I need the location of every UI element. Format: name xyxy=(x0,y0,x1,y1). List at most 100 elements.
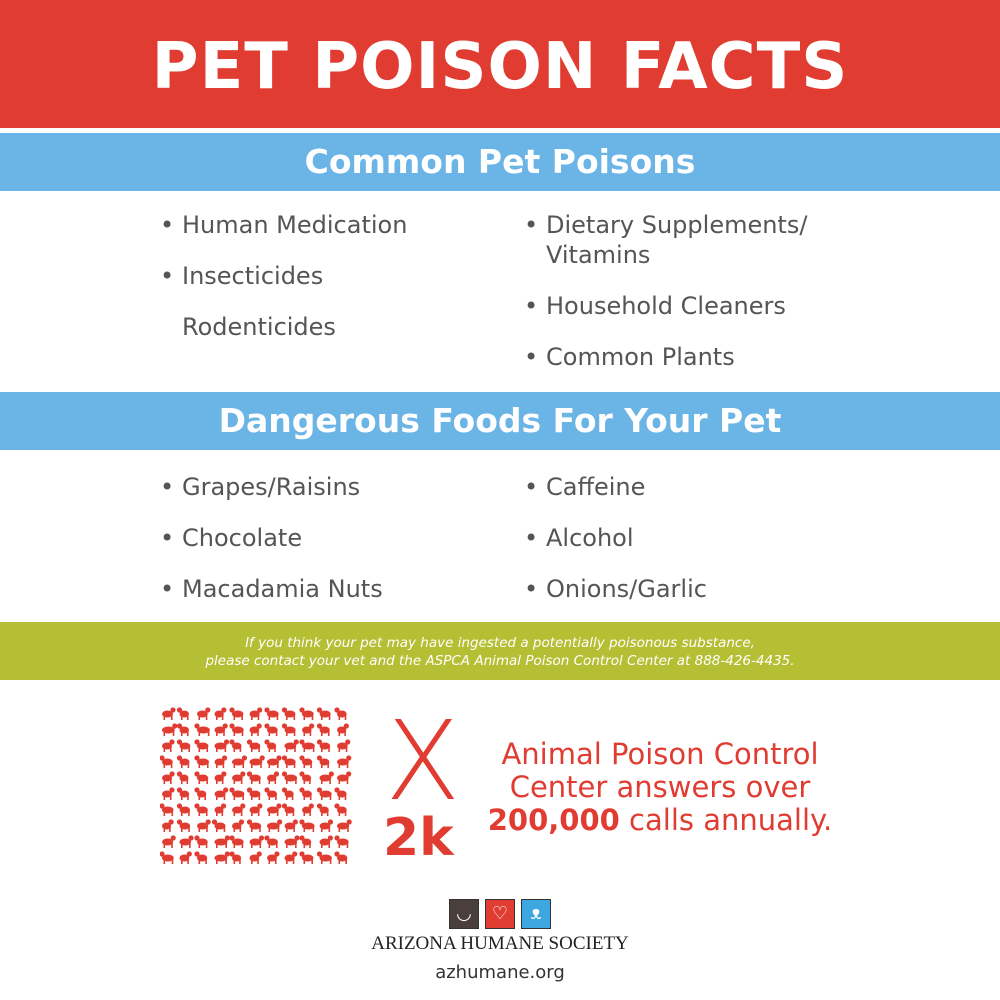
list-item: Chocolate xyxy=(160,523,490,553)
animal-silhouette-icon xyxy=(302,803,314,816)
animal-silhouette-icon xyxy=(160,803,174,816)
list-item: Caffeine xyxy=(524,472,844,502)
animal-silhouette-icon xyxy=(197,819,211,832)
animal-silhouette-icon xyxy=(194,835,208,848)
animal-silhouette-icon xyxy=(249,851,262,864)
humane-society-logo: ◡ ♡ ᴥ xyxy=(449,899,551,929)
animal-silhouette-icon xyxy=(179,835,194,848)
common-right-list: Dietary Supplements/ Vitamins Household … xyxy=(524,210,844,393)
animal-silhouette-icon xyxy=(194,723,210,736)
animal-silhouette-icon xyxy=(267,851,280,864)
animal-silhouette-icon xyxy=(176,787,190,800)
animal-silhouette-icon xyxy=(162,723,178,736)
animal-silhouette-icon xyxy=(249,835,265,848)
animal-silhouette-icon xyxy=(267,755,282,768)
animal-silhouette-icon xyxy=(337,819,352,832)
animal-silhouette-icon xyxy=(229,739,242,752)
animal-silhouette-icon xyxy=(214,707,227,720)
cat-icon: ᴥ xyxy=(521,899,551,929)
animal-silhouette-icon xyxy=(281,803,295,816)
animal-silhouette-icon xyxy=(176,707,189,720)
animal-silhouette-icon xyxy=(194,851,208,864)
animal-silhouette-icon xyxy=(299,755,313,768)
notice-line-2: please contact your vet and the ASPCA An… xyxy=(205,653,795,669)
animal-silhouette-icon xyxy=(176,803,191,816)
animal-silhouette-icon xyxy=(232,771,246,784)
animal-silhouette-icon xyxy=(214,739,230,752)
animal-silhouette-icon xyxy=(176,771,189,784)
animal-silhouette-icon xyxy=(319,819,334,832)
animal-silhouette-icon xyxy=(299,851,314,864)
animal-silhouette-icon xyxy=(162,819,174,832)
animal-silhouette-icon xyxy=(246,739,261,752)
stat-number: 200,000 xyxy=(487,803,620,837)
animal-silhouette-icon xyxy=(281,787,294,800)
list-item: Macadamia Nuts xyxy=(160,574,490,604)
call-statistic: Animal Poison Control Center answers ove… xyxy=(480,738,840,837)
animal-silhouette-icon xyxy=(299,707,314,720)
common-poisons-heading: Common Pet Poisons xyxy=(0,133,1000,191)
animal-silhouette-icon xyxy=(284,819,298,832)
animal-silhouette-icon xyxy=(162,707,176,720)
animal-silhouette-icon xyxy=(160,755,173,768)
animal-silhouette-icon xyxy=(229,723,244,736)
animal-silhouette-icon xyxy=(232,819,245,832)
list-item: Grapes/Raisins xyxy=(160,472,490,502)
animal-silhouette-icon xyxy=(214,787,229,800)
animal-silhouette-icon xyxy=(249,707,263,720)
animal-silhouette-icon xyxy=(334,835,349,848)
animal-silhouette-icon xyxy=(284,835,300,848)
animal-silhouette-icon xyxy=(214,771,227,784)
animal-silhouette-icon xyxy=(284,851,298,864)
animal-silhouette-icon xyxy=(316,723,330,736)
animal-silhouette-icon xyxy=(179,851,192,864)
animal-silhouette-icon xyxy=(337,771,352,784)
animal-silhouette-icon xyxy=(316,739,331,752)
animal-silhouette-icon xyxy=(319,835,333,848)
animal-silhouette-icon xyxy=(284,739,299,752)
animal-silhouette-icon xyxy=(319,771,334,784)
animal-silhouette-icon xyxy=(267,803,282,816)
animal-silhouette-icon xyxy=(162,739,175,752)
animal-silhouette-icon xyxy=(267,819,283,832)
multiply-symbol: X xyxy=(385,697,461,825)
animal-silhouette-icon xyxy=(281,723,296,736)
animal-silhouette-icon xyxy=(246,771,261,784)
common-left-list: Human Medication Insecticides Rodenticid… xyxy=(160,210,490,363)
heart-icon: ♡ xyxy=(485,899,515,929)
animal-silhouette-icon xyxy=(264,787,278,800)
animal-silhouette-icon xyxy=(232,755,248,768)
animal-silhouette-icon xyxy=(334,787,347,800)
animal-silhouette-icon xyxy=(214,755,228,768)
animal-silhouette-icon xyxy=(194,739,209,752)
animal-silhouette-icon xyxy=(334,851,348,864)
animal-silhouette-icon xyxy=(176,723,189,736)
animal-silhouette-icon xyxy=(267,771,280,784)
stat-line-1: Animal Poison Control xyxy=(501,737,819,771)
org-name: ARIZONA HUMANE SOCIETY xyxy=(371,933,629,954)
animal-silhouette-icon xyxy=(316,851,332,864)
animal-silhouettes-grid xyxy=(160,707,352,864)
animal-silhouette-icon xyxy=(264,723,278,736)
animal-silhouette-icon xyxy=(214,723,228,736)
animal-silhouette-icon xyxy=(176,739,191,752)
list-item: Alcohol xyxy=(524,523,844,553)
website-link[interactable]: azhumane.org xyxy=(435,962,565,983)
animal-silhouette-icon xyxy=(176,819,191,832)
animal-silhouette-icon xyxy=(229,707,244,720)
list-item: Human Medication xyxy=(160,210,490,240)
animal-silhouette-icon xyxy=(249,755,265,768)
animal-silhouette-icon xyxy=(176,755,190,768)
list-item: Insecticides xyxy=(160,261,490,291)
list-item: Common Plants xyxy=(524,342,844,372)
animal-silhouette-icon xyxy=(281,771,298,784)
notice-line-1: If you think your pet may have ingested … xyxy=(245,635,755,651)
animal-silhouette-icon xyxy=(316,755,330,768)
animal-silhouette-icon xyxy=(160,851,174,864)
animal-silhouette-icon xyxy=(162,771,175,784)
page-title: PET POISON FACTS xyxy=(0,0,1000,128)
animal-silhouette-icon xyxy=(299,819,315,832)
animal-silhouette-icon xyxy=(281,755,296,768)
dog-icon: ◡ xyxy=(449,899,479,929)
animal-silhouette-icon xyxy=(264,739,277,752)
